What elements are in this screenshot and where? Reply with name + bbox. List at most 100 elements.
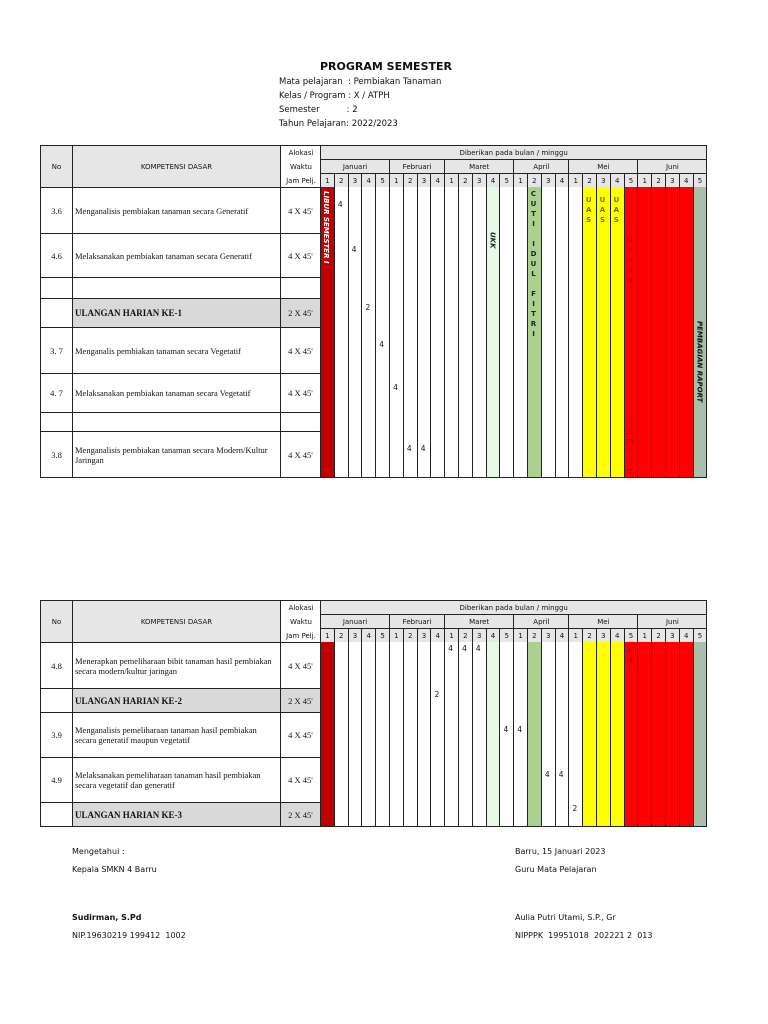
- row-no: 4. 7: [40, 373, 73, 413]
- footer-right-sign: Aulia Putri Utami, S.P., Gr NIPPPK 19951…: [515, 909, 652, 945]
- week-number: 1: [389, 628, 404, 643]
- month-header: Mei: [568, 159, 639, 174]
- uas-label: U A S: [613, 196, 620, 224]
- week-number: 2: [402, 628, 418, 643]
- week-allocation-mark: 4: [475, 644, 481, 653]
- week-number: 1: [444, 173, 459, 188]
- week-column: [471, 187, 487, 478]
- page-title: PROGRAM SEMESTER: [320, 60, 452, 73]
- week-allocation-mark: 4: [503, 724, 509, 734]
- row-kompetensi: [72, 412, 281, 432]
- week-column: [527, 642, 542, 827]
- month-header: Maret: [444, 159, 515, 174]
- week-column: [416, 642, 432, 827]
- month-header: Februari: [389, 159, 446, 174]
- info-mata-pelajaran: Mata pelajaran : Pembiakan Tanaman: [279, 77, 442, 87]
- week-number: 2: [651, 628, 666, 643]
- week-column: [568, 642, 584, 827]
- weeks-span-header: Diberikan pada bulan / minggu: [320, 600, 708, 615]
- row-waktu: 4 X 45': [280, 757, 321, 803]
- week-allocation-mark: 4: [420, 444, 426, 453]
- week-allocation-mark: 2: [572, 804, 578, 813]
- week-number: 2: [582, 173, 597, 188]
- kd-header: KOMPETENSI DASAR: [72, 600, 281, 643]
- week-number: 4: [485, 173, 501, 188]
- ukk-label: UKK: [488, 232, 497, 249]
- row-waktu: 2 X 45': [280, 688, 321, 713]
- row-no: [40, 412, 73, 432]
- row-kompetensi: ULANGAN HARIAN KE-1: [72, 298, 281, 328]
- week-column: [320, 642, 335, 827]
- alokasi-header: Alokasi: [280, 145, 321, 160]
- week-allocation-mark: 4: [379, 340, 385, 349]
- week-column: [678, 642, 694, 827]
- week-number: 5: [692, 173, 708, 188]
- week-allocation-mark: 4: [558, 769, 564, 779]
- week-number: 1: [320, 173, 335, 188]
- week-number: 3: [471, 173, 487, 188]
- row-waktu: [280, 412, 321, 432]
- week-column: [554, 187, 570, 478]
- row-waktu: 4 X 45': [280, 233, 321, 278]
- row-waktu: [280, 277, 321, 299]
- week-column: [596, 642, 611, 827]
- week-number: 3: [540, 628, 556, 643]
- month-header: April: [513, 159, 570, 174]
- footer-right: Barru, 15 Januari 2023 Guru Mata Pelajar…: [515, 843, 605, 879]
- week-number: 1: [637, 173, 653, 188]
- cuti-idul-fitri-label: C U T I I D U L F I T R I: [530, 190, 537, 338]
- alokasi-header: Waktu: [280, 159, 321, 174]
- week-column: [361, 642, 377, 827]
- row-waktu: 4 X 45': [280, 187, 321, 234]
- kepala-nip: NIP.19630219 199412 1002: [72, 931, 186, 940]
- week-column: [623, 642, 639, 827]
- week-column: [651, 642, 666, 827]
- row-no: [40, 802, 73, 827]
- week-number: 4: [554, 628, 570, 643]
- weeks-span-header: Diberikan pada bulan / minggu: [320, 145, 708, 160]
- week-number: 1: [568, 173, 584, 188]
- week-number: 2: [582, 628, 597, 643]
- week-number: 1: [513, 173, 528, 188]
- row-kompetensi: Menerapkan pemeliharaan bibit tanaman ha…: [72, 642, 281, 689]
- week-number: 3: [540, 173, 556, 188]
- week-number: 4: [609, 173, 625, 188]
- week-column: [596, 187, 611, 478]
- kepala-name: Sudirman, S.Pd: [72, 913, 142, 922]
- uas-label: U A S: [585, 196, 592, 224]
- week-number: 4: [361, 173, 377, 188]
- guru-label: Guru Mata Pelajaran: [515, 865, 597, 874]
- week-column: [665, 187, 680, 478]
- week-column: [568, 187, 584, 478]
- row-no: [40, 298, 73, 328]
- week-number: 5: [623, 173, 639, 188]
- month-header: Januari: [320, 159, 390, 174]
- week-column: [499, 642, 515, 827]
- footer-left: Mengetahui : Kepala SMKN 4 Barru: [72, 843, 157, 879]
- week-column: [389, 642, 404, 827]
- info-kelas: Kelas / Program : X / ATPH: [279, 91, 390, 101]
- week-number: 3: [471, 628, 487, 643]
- week-number: 3: [416, 173, 432, 188]
- row-no: [40, 688, 73, 713]
- week-column: [499, 187, 515, 478]
- alokasi-header: Alokasi: [280, 600, 321, 615]
- week-column: [471, 642, 487, 827]
- date-label: Barru, 15 Januari 2023: [515, 847, 606, 856]
- row-waktu: 2 X 45': [280, 298, 321, 328]
- row-kompetensi: ULANGAN HARIAN KE-3: [72, 802, 281, 827]
- week-column: [637, 642, 653, 827]
- footer-left-sign: Sudirman, S.Pd NIP.19630219 199412 1002: [72, 909, 186, 945]
- week-column: [333, 187, 349, 478]
- row-kompetensi: Menganalisis pemeliharaan tanaman hasil …: [72, 712, 281, 758]
- week-number: 2: [527, 628, 542, 643]
- week-number: 1: [444, 628, 459, 643]
- week-allocation-mark: 4: [393, 382, 398, 392]
- libur-semester-label: LIBUR SEMESTER I: [322, 191, 330, 264]
- week-number: 2: [402, 173, 418, 188]
- week-column: [485, 187, 501, 478]
- week-number: 1: [320, 628, 335, 643]
- week-column: [651, 187, 666, 478]
- week-allocation-mark: 4: [448, 644, 454, 653]
- week-number: 4: [485, 628, 501, 643]
